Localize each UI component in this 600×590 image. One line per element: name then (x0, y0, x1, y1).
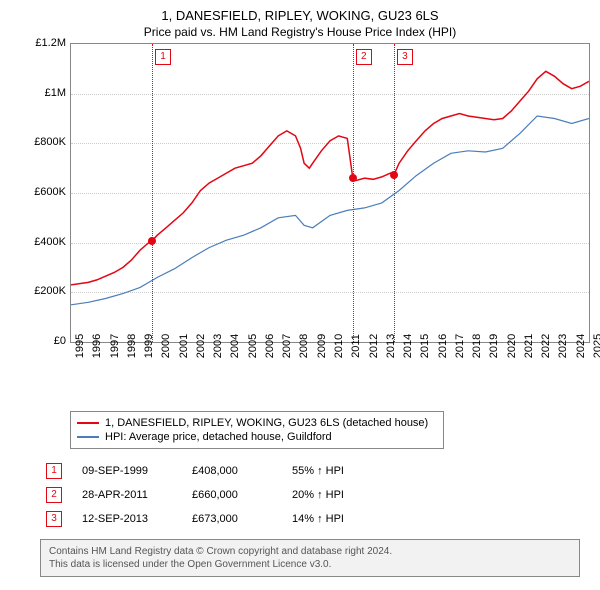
event-row: 3 12-SEP-2013 £673,000 14% ↑ HPI (40, 507, 600, 531)
event-dot-1 (148, 237, 156, 245)
event-price: £408,000 (192, 465, 272, 477)
legend: 1, DANESFIELD, RIPLEY, WOKING, GU23 6LS … (70, 411, 444, 449)
x-tick-label: 2010 (333, 334, 345, 358)
event-date: 28-APR-2011 (82, 489, 172, 501)
y-tick-label: £0 (26, 335, 66, 347)
event-pct: 14% ↑ HPI (292, 513, 382, 525)
event-price: £660,000 (192, 489, 272, 501)
x-tick-label: 2005 (247, 334, 259, 358)
event-marker-2: 2 (356, 49, 372, 65)
x-tick-label: 2020 (506, 334, 518, 358)
y-tick-label: £1.2M (26, 37, 66, 49)
x-tick-label: 2023 (557, 334, 569, 358)
event-dot-2 (349, 174, 357, 182)
x-tick-label: 2013 (385, 334, 397, 358)
x-tick-label: 2019 (488, 334, 500, 358)
x-tick-label: 2022 (540, 334, 552, 358)
legend-swatch (77, 436, 99, 438)
legend-swatch (77, 422, 99, 424)
x-tick-label: 2008 (298, 334, 310, 358)
event-marker-icon: 3 (46, 511, 62, 527)
chart-subtitle: Price paid vs. HM Land Registry's House … (0, 23, 600, 43)
event-marker-3: 3 (397, 49, 413, 65)
x-tick-label: 2003 (212, 334, 224, 358)
attribution-footer: Contains HM Land Registry data © Crown c… (40, 539, 580, 577)
line-red (71, 44, 589, 342)
event-vline (353, 44, 354, 342)
y-tick-label: £200K (26, 285, 66, 297)
event-marker-icon: 1 (46, 463, 62, 479)
event-price: £673,000 (192, 513, 272, 525)
x-tick-label: 2007 (281, 334, 293, 358)
x-tick-label: 2024 (575, 334, 587, 358)
x-tick-label: 2000 (160, 334, 172, 358)
event-marker-icon: 2 (46, 487, 62, 503)
event-vline (394, 44, 395, 342)
chart-container: 1, DANESFIELD, RIPLEY, WOKING, GU23 6LS … (0, 0, 600, 590)
x-tick-label: 1995 (74, 334, 86, 358)
y-tick-label: £400K (26, 236, 66, 248)
x-tick-label: 2025 (592, 334, 600, 358)
event-pct: 55% ↑ HPI (292, 465, 382, 477)
chart-title: 1, DANESFIELD, RIPLEY, WOKING, GU23 6LS (0, 0, 600, 23)
x-tick-label: 1996 (91, 334, 103, 358)
event-date: 09-SEP-1999 (82, 465, 172, 477)
x-tick-label: 2002 (195, 334, 207, 358)
x-tick-label: 2006 (264, 334, 276, 358)
x-tick-label: 2014 (402, 334, 414, 358)
events-table: 1 09-SEP-1999 £408,000 55% ↑ HPI 2 28-APR-201… (40, 459, 600, 531)
legend-label: HPI: Average price, detached house, Guil… (105, 431, 332, 443)
event-row: 2 28-APR-2011 £660,000 20% ↑ HPI (40, 483, 600, 507)
x-tick-label: 1997 (109, 334, 121, 358)
x-tick-label: 2018 (471, 334, 483, 358)
x-tick-label: 2009 (316, 334, 328, 358)
y-tick-label: £600K (26, 186, 66, 198)
footer-line1: Contains HM Land Registry data © Crown c… (49, 545, 571, 558)
x-tick-label: 2012 (368, 334, 380, 358)
x-tick-label: 2011 (350, 334, 362, 358)
x-tick-label: 2001 (178, 334, 190, 358)
footer-line2: This data is licensed under the Open Gov… (49, 558, 571, 571)
chart-area: 123 £0£200K£400K£600K£800K£1M£1.2M199519… (30, 43, 590, 373)
x-tick-label: 2016 (437, 334, 449, 358)
x-tick-label: 2015 (419, 334, 431, 358)
x-tick-label: 1998 (126, 334, 138, 358)
event-date: 12-SEP-2013 (82, 513, 172, 525)
event-row: 1 09-SEP-1999 £408,000 55% ↑ HPI (40, 459, 600, 483)
event-vline (152, 44, 153, 342)
event-marker-1: 1 (155, 49, 171, 65)
legend-row: HPI: Average price, detached house, Guil… (77, 430, 437, 444)
x-tick-label: 2017 (454, 334, 466, 358)
x-tick-label: 2021 (523, 334, 535, 358)
x-tick-label: 2004 (229, 334, 241, 358)
y-tick-label: £1M (26, 87, 66, 99)
legend-row: 1, DANESFIELD, RIPLEY, WOKING, GU23 6LS … (77, 416, 437, 430)
event-pct: 20% ↑ HPI (292, 489, 382, 501)
legend-label: 1, DANESFIELD, RIPLEY, WOKING, GU23 6LS … (105, 417, 428, 429)
x-tick-label: 1999 (143, 334, 155, 358)
plot-area: 1 2 3 (70, 43, 590, 343)
event-dot-3 (390, 171, 398, 179)
y-tick-label: £800K (26, 136, 66, 148)
